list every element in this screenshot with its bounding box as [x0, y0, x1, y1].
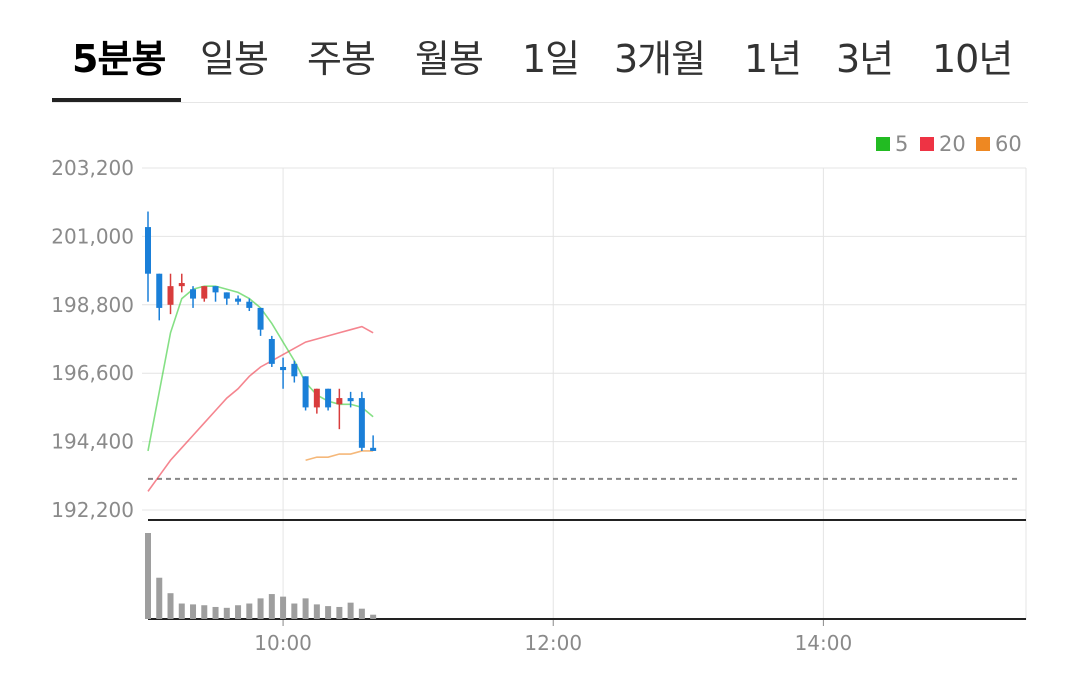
volume-bar: [347, 602, 354, 619]
legend-swatch-5: [876, 137, 890, 151]
candle-body: [212, 286, 219, 293]
volume-bar: [370, 614, 377, 619]
candle-body: [370, 447, 377, 451]
x-tick-label: 14:00: [795, 631, 853, 655]
volume-bar: [325, 606, 332, 619]
candle-body: [235, 298, 242, 302]
active-tab-underline: [52, 98, 181, 103]
candle-body: [167, 286, 174, 305]
volume-bar: [178, 603, 185, 619]
candle-body: [156, 273, 163, 308]
volume-bar: [358, 608, 365, 619]
ma60-line: [305, 450, 374, 462]
volume-bar: [302, 598, 309, 619]
tab-2[interactable]: 주봉: [307, 37, 376, 81]
tab-1[interactable]: 일봉: [200, 37, 269, 81]
legend-swatch-20: [920, 137, 934, 151]
tab-8[interactable]: 10년: [932, 37, 1013, 81]
candle-body: [178, 283, 185, 287]
x-tick-label: 12:00: [524, 631, 582, 655]
tab-0[interactable]: 5분봉: [72, 37, 166, 81]
legend-label-20: 20: [939, 132, 966, 156]
candle-body: [145, 227, 151, 274]
legend-label-5: 5: [895, 132, 908, 156]
candle-body: [302, 376, 309, 408]
volume-bar: [167, 593, 174, 619]
y-tick-label: 201,000: [51, 224, 134, 248]
candle-body: [246, 301, 253, 308]
legend-label-60: 60: [995, 132, 1022, 156]
volume-bar: [336, 606, 343, 619]
tab-6[interactable]: 1년: [744, 37, 802, 81]
candle-body: [325, 388, 332, 408]
candle-body: [268, 339, 275, 364]
volume-bar: [212, 606, 219, 619]
candle-body: [257, 307, 264, 330]
tab-divider: [52, 102, 1028, 103]
legend-swatch-60: [976, 137, 990, 151]
y-tick-label: 196,600: [51, 361, 134, 385]
tab-7[interactable]: 3년: [836, 37, 894, 81]
y-tick-label: 194,400: [51, 430, 134, 454]
candle-body: [190, 289, 197, 299]
candle-body: [291, 363, 298, 377]
tab-3[interactable]: 월봉: [415, 37, 484, 81]
candle-body: [223, 292, 230, 299]
volume-bar: [156, 577, 163, 619]
volume-bar: [201, 605, 208, 619]
volume-bar: [235, 605, 242, 619]
candle-body: [358, 398, 365, 448]
volume-bar: [313, 604, 320, 619]
x-tick-label: 10:00: [254, 631, 312, 655]
candle-body: [280, 366, 287, 371]
volume-bar: [268, 594, 275, 619]
candle-body: [313, 388, 320, 408]
volume-bar: [246, 603, 253, 619]
period-tabs: 5분봉 일봉 주봉 월봉 1일 3개월 1년 3년 10년: [52, 0, 1028, 104]
tab-5[interactable]: 3개월: [614, 37, 706, 81]
volume-bar: [291, 603, 298, 619]
tab-4[interactable]: 1일: [522, 37, 580, 81]
y-tick-label: 192,200: [51, 498, 134, 522]
y-tick-label: 198,800: [51, 293, 134, 317]
volume-bar: [190, 604, 197, 619]
candle-body: [347, 398, 354, 402]
candle-body: [201, 286, 208, 299]
candle-body: [336, 398, 343, 405]
volume-bar: [223, 607, 230, 619]
ma20-line: [147, 325, 374, 492]
y-tick-label: 203,200: [51, 156, 134, 180]
volume-bar: [257, 598, 264, 619]
volume-bar: [145, 533, 151, 619]
volume-bar: [280, 596, 287, 619]
